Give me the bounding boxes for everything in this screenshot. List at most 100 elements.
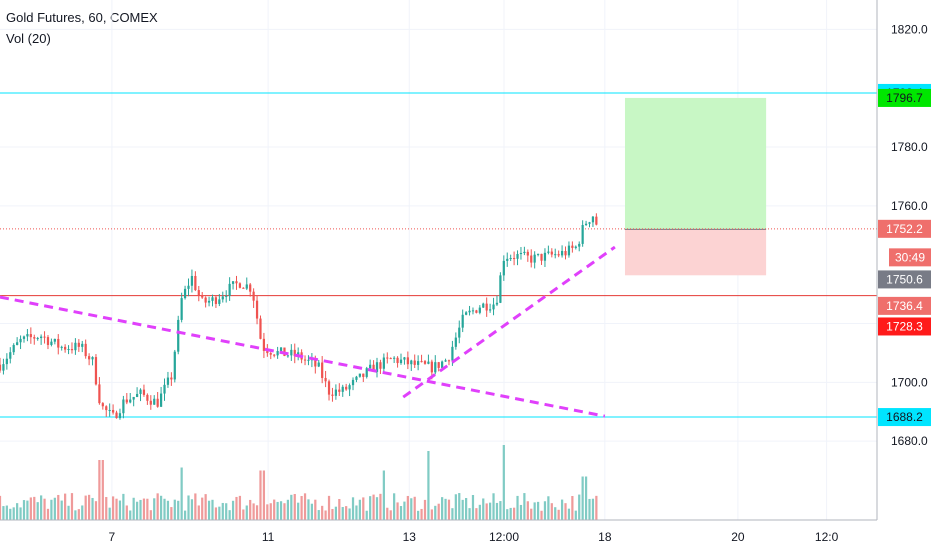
candle-body <box>26 334 29 337</box>
volume-bar <box>547 496 550 520</box>
volume-bar <box>142 498 146 520</box>
volume-bar <box>135 501 139 520</box>
volume-bar <box>465 498 468 520</box>
candle-body <box>434 362 437 373</box>
candle-body <box>70 349 74 351</box>
price-tags: 1798.41796.71752.230:491750.61736.41728.… <box>878 83 931 427</box>
candle-body <box>331 394 334 396</box>
candle-body <box>290 349 293 356</box>
candle-body <box>0 364 2 371</box>
candle-body <box>451 346 454 361</box>
candle-body <box>389 358 392 360</box>
candle-body <box>314 359 317 367</box>
volume-bar <box>218 506 221 520</box>
volume-bar <box>365 510 368 520</box>
volume-bar <box>33 496 36 520</box>
volume-bar <box>461 499 464 520</box>
volume-bar <box>488 502 492 520</box>
candle-body <box>238 283 242 288</box>
candle-body <box>105 406 108 411</box>
horizontal-levels <box>0 92 877 418</box>
candle-body <box>567 245 571 256</box>
candle-body <box>135 393 139 397</box>
volume-bar <box>231 500 235 520</box>
candle-body <box>393 357 396 359</box>
candle-body <box>5 358 8 365</box>
volume-bar <box>389 510 392 520</box>
volume-bar <box>139 499 142 520</box>
candle-body <box>533 254 536 263</box>
candle-body <box>465 312 468 315</box>
candle-body <box>478 307 481 313</box>
volume-bar <box>67 505 70 520</box>
volume-bar <box>70 493 74 520</box>
candle-body <box>279 347 283 351</box>
candle-body <box>149 400 152 405</box>
volume-bar <box>413 496 416 520</box>
candle-body <box>506 258 509 261</box>
candle-body <box>523 251 526 254</box>
candle-body <box>396 357 399 364</box>
candle-body <box>2 364 5 371</box>
volume-bar <box>187 495 190 520</box>
candle-body <box>197 290 200 296</box>
x-tick-label: 12:00 <box>489 530 519 544</box>
candle-body <box>516 254 519 259</box>
volume-bar <box>499 501 502 520</box>
volume-bar <box>495 502 499 520</box>
price-tag-support <box>878 317 931 336</box>
volume-bar <box>46 508 50 520</box>
candle-body <box>581 225 584 244</box>
volume-bar <box>523 493 526 520</box>
volume-bar <box>540 510 543 520</box>
volume-bar <box>2 506 5 520</box>
volume-bar <box>512 507 516 520</box>
candle-body <box>12 344 15 353</box>
volume-bar <box>471 494 475 520</box>
candle-body <box>591 216 595 223</box>
volume-bar <box>115 498 118 520</box>
volume-bar <box>444 498 447 520</box>
volume-bar <box>228 510 231 520</box>
volume-bar <box>478 504 481 520</box>
candle-body <box>286 355 290 357</box>
candle-body <box>458 327 461 338</box>
candle-body <box>146 394 149 401</box>
volume-bar <box>204 494 207 520</box>
candle-body <box>297 352 300 357</box>
candle-body <box>266 350 269 354</box>
candle-body <box>495 302 499 305</box>
price-tag-level <box>878 408 931 427</box>
volume-bar <box>427 451 430 520</box>
candle-body <box>36 338 39 340</box>
candles <box>0 213 598 420</box>
volume-bar <box>9 508 12 520</box>
volume-bar <box>12 507 15 520</box>
volume-bar <box>571 496 574 520</box>
candle-body <box>327 381 331 395</box>
volume-bar <box>393 493 396 520</box>
candle-body <box>94 357 98 385</box>
candle-body <box>132 396 135 400</box>
volume-bar <box>84 495 87 520</box>
candle-body <box>471 310 475 312</box>
volume-bar <box>321 505 324 520</box>
candle-body <box>33 337 36 339</box>
volume-bar <box>530 508 533 520</box>
candle-body <box>50 341 53 345</box>
candle-body <box>115 412 118 419</box>
volume-bar <box>163 498 166 520</box>
volume-bar <box>290 494 293 520</box>
candle-body <box>245 284 248 289</box>
candle-body <box>427 361 430 364</box>
volume-bar <box>369 496 372 520</box>
candle-body <box>410 360 413 365</box>
volume-bar <box>242 509 245 520</box>
volume-bar <box>526 501 529 520</box>
candle-body <box>406 357 409 365</box>
x-tick-label: 18 <box>598 530 612 544</box>
volume-bar <box>434 505 437 520</box>
candle-body <box>221 296 224 300</box>
price-tag-entry <box>878 270 931 289</box>
